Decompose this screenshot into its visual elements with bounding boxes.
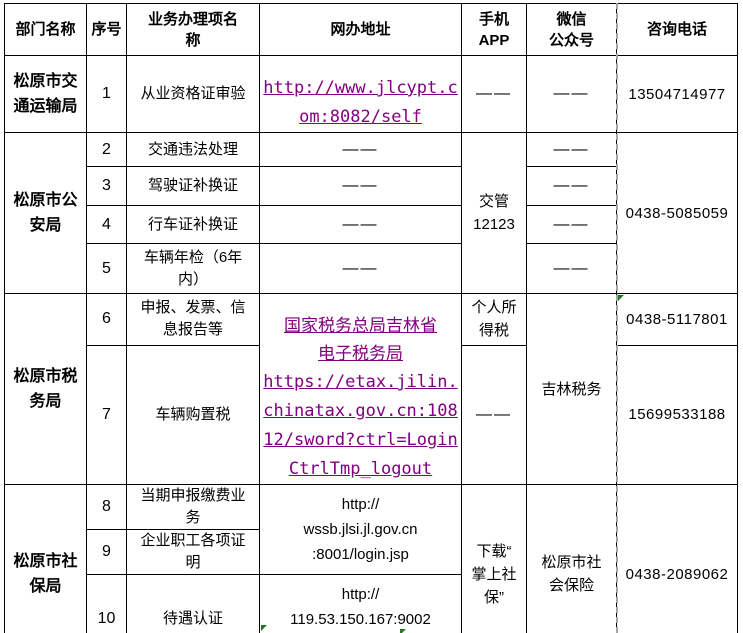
cell-no-3: 3: [86, 166, 127, 206]
cell-item-2: 交通违法处理: [126, 132, 260, 167]
cell-url-1: http://www.jlcypt.c om:8082/self: [259, 55, 462, 133]
header-wechat-account: 微信 公众号: [526, 3, 617, 56]
cell-phone-1: 13504714977: [616, 55, 738, 133]
cell-dept-public-security-bureau: 松原市公 安局: [4, 132, 87, 294]
cell-phone-8to10: 0438-2089062: [616, 484, 738, 633]
cell-wechat-5: ——: [526, 243, 617, 294]
cell-item-8: 当期申报缴费业 务: [126, 484, 260, 530]
cell-wechat-jilin-tax: 吉林税务: [526, 293, 617, 485]
cell-no-8: 8: [86, 484, 127, 530]
header-serial-no: 序号: [86, 3, 127, 56]
phone-6-value: 0438-5117801: [626, 310, 728, 328]
cell-error-marker-icon: [261, 625, 267, 631]
cell-app-palm-social-security: 下载“ 掌上社 保”: [461, 484, 527, 633]
cell-app-jiaoguan12123: 交管 12123: [461, 132, 527, 294]
cell-app-6: 个人所 得税: [461, 293, 527, 346]
cell-dept-transport-bureau: 松原市交 通运输局: [4, 55, 87, 133]
table-row: 7 车辆购置税 —— 15699533188: [5, 344, 738, 486]
cell-error-marker-icon: [400, 629, 406, 633]
cell-url-10: http:// 119.53.150.167:9002 /yd/loginche…: [259, 574, 462, 633]
cell-no-7: 7: [86, 344, 127, 486]
cell-url-8to9: http:// wssb.jlsi.jl.gov.cn :8001/login.…: [259, 484, 462, 575]
cell-phone-6: 0438-5117801: [616, 293, 738, 346]
cell-url-6to7: 国家税务总局吉林省 电子税务局 https://etax.jilin. china…: [259, 293, 462, 485]
cell-no-1: 1: [86, 55, 127, 133]
header-service-item: 业务办理项名 称: [126, 3, 260, 56]
table-row: 10 待遇认证 http:// 119.53.150.167:9002 /yd/…: [5, 574, 738, 633]
header-phone: 咨询电话: [616, 3, 738, 56]
cell-no-2: 2: [86, 132, 127, 167]
cell-no-4: 4: [86, 205, 127, 244]
cell-item-4: 行车证补换证: [126, 205, 260, 244]
cell-error-marker-icon: [618, 295, 624, 301]
cell-item-3: 驾驶证补换证: [126, 166, 260, 206]
table-header-row: 部门名称 序号 业务办理项名 称 网办地址 手机 APP 微信 公众号 咨询电话: [4, 3, 738, 56]
cell-item-1: 从业资格证审验: [126, 55, 260, 133]
cell-wechat-2: ——: [526, 132, 617, 167]
table-row: 9 企业职工各项证 明: [5, 529, 738, 575]
table-row: 5 车辆年检（6年 内） —— ——: [5, 243, 738, 294]
table-row: 松原市税 务局 6 申报、发票、信 息报告等 国家税务总局吉林省 电子税务局 ht…: [4, 293, 738, 485]
cell-item-7: 车辆购置税: [126, 344, 260, 486]
cell-wechat-1: ——: [526, 55, 617, 133]
cell-item-5: 车辆年检（6年 内）: [126, 243, 260, 294]
cell-no-5: 5: [86, 243, 127, 294]
header-department: 部门名称: [4, 3, 87, 56]
table-row: 松原市交 通运输局 1 从业资格证审验 http://www.jlcypt.c …: [4, 55, 738, 133]
cell-app-1: ——: [461, 55, 527, 133]
cell-url-3: ——: [259, 166, 462, 206]
cell-dept-tax-bureau: 松原市税 务局: [4, 293, 87, 485]
cell-phone-2to5: 0438-5085059: [616, 132, 738, 294]
cell-url-5: ——: [259, 243, 462, 294]
url-link-jlcypt[interactable]: http://www.jlcypt.c om:8082/self: [263, 78, 458, 127]
table-row: 3 驾驶证补换证 —— ——: [5, 166, 738, 206]
services-table: 部门名称 序号 业务办理项名 称 网办地址 手机 APP 微信 公众号 咨询电话…: [4, 3, 738, 633]
cell-no-10: 10: [86, 574, 127, 633]
url-link-jilin-etax[interactable]: https://etax.jilin. chinatax.gov.cn:108 …: [263, 372, 458, 479]
cell-url-4: ——: [259, 205, 462, 244]
cell-no-6: 6: [86, 293, 127, 346]
cell-app-7: ——: [461, 344, 527, 486]
header-online-address: 网办地址: [259, 3, 462, 56]
cell-wechat-4: ——: [526, 205, 617, 244]
header-mobile-app: 手机 APP: [461, 3, 527, 56]
cell-wechat-songyuan-social-insurance: 松原市社 会保险: [526, 484, 617, 633]
cell-no-9: 9: [86, 529, 127, 575]
url-link-jilin-etax-label[interactable]: 国家税务总局吉林省 电子税务局: [284, 316, 437, 364]
cell-wechat-3: ——: [526, 166, 617, 206]
cell-item-9: 企业职工各项证 明: [126, 529, 260, 575]
table-row: 松原市公 安局 2 交通违法处理 —— 交管 12123 —— 0438-508…: [4, 132, 738, 294]
cell-phone-7: 15699533188: [616, 344, 738, 486]
table-row: 4 行车证补换证 —— ——: [5, 205, 738, 244]
table-row: 松原市社 保局 8 当期申报缴费业 务 http:// wssb.jlsi.jl…: [4, 484, 738, 633]
cell-url-2: ——: [259, 132, 462, 167]
cell-dept-social-security-bureau: 松原市社 保局: [4, 484, 87, 633]
cell-item-6: 申报、发票、信 息报告等: [126, 293, 260, 346]
cell-item-10: 待遇认证: [126, 574, 260, 633]
